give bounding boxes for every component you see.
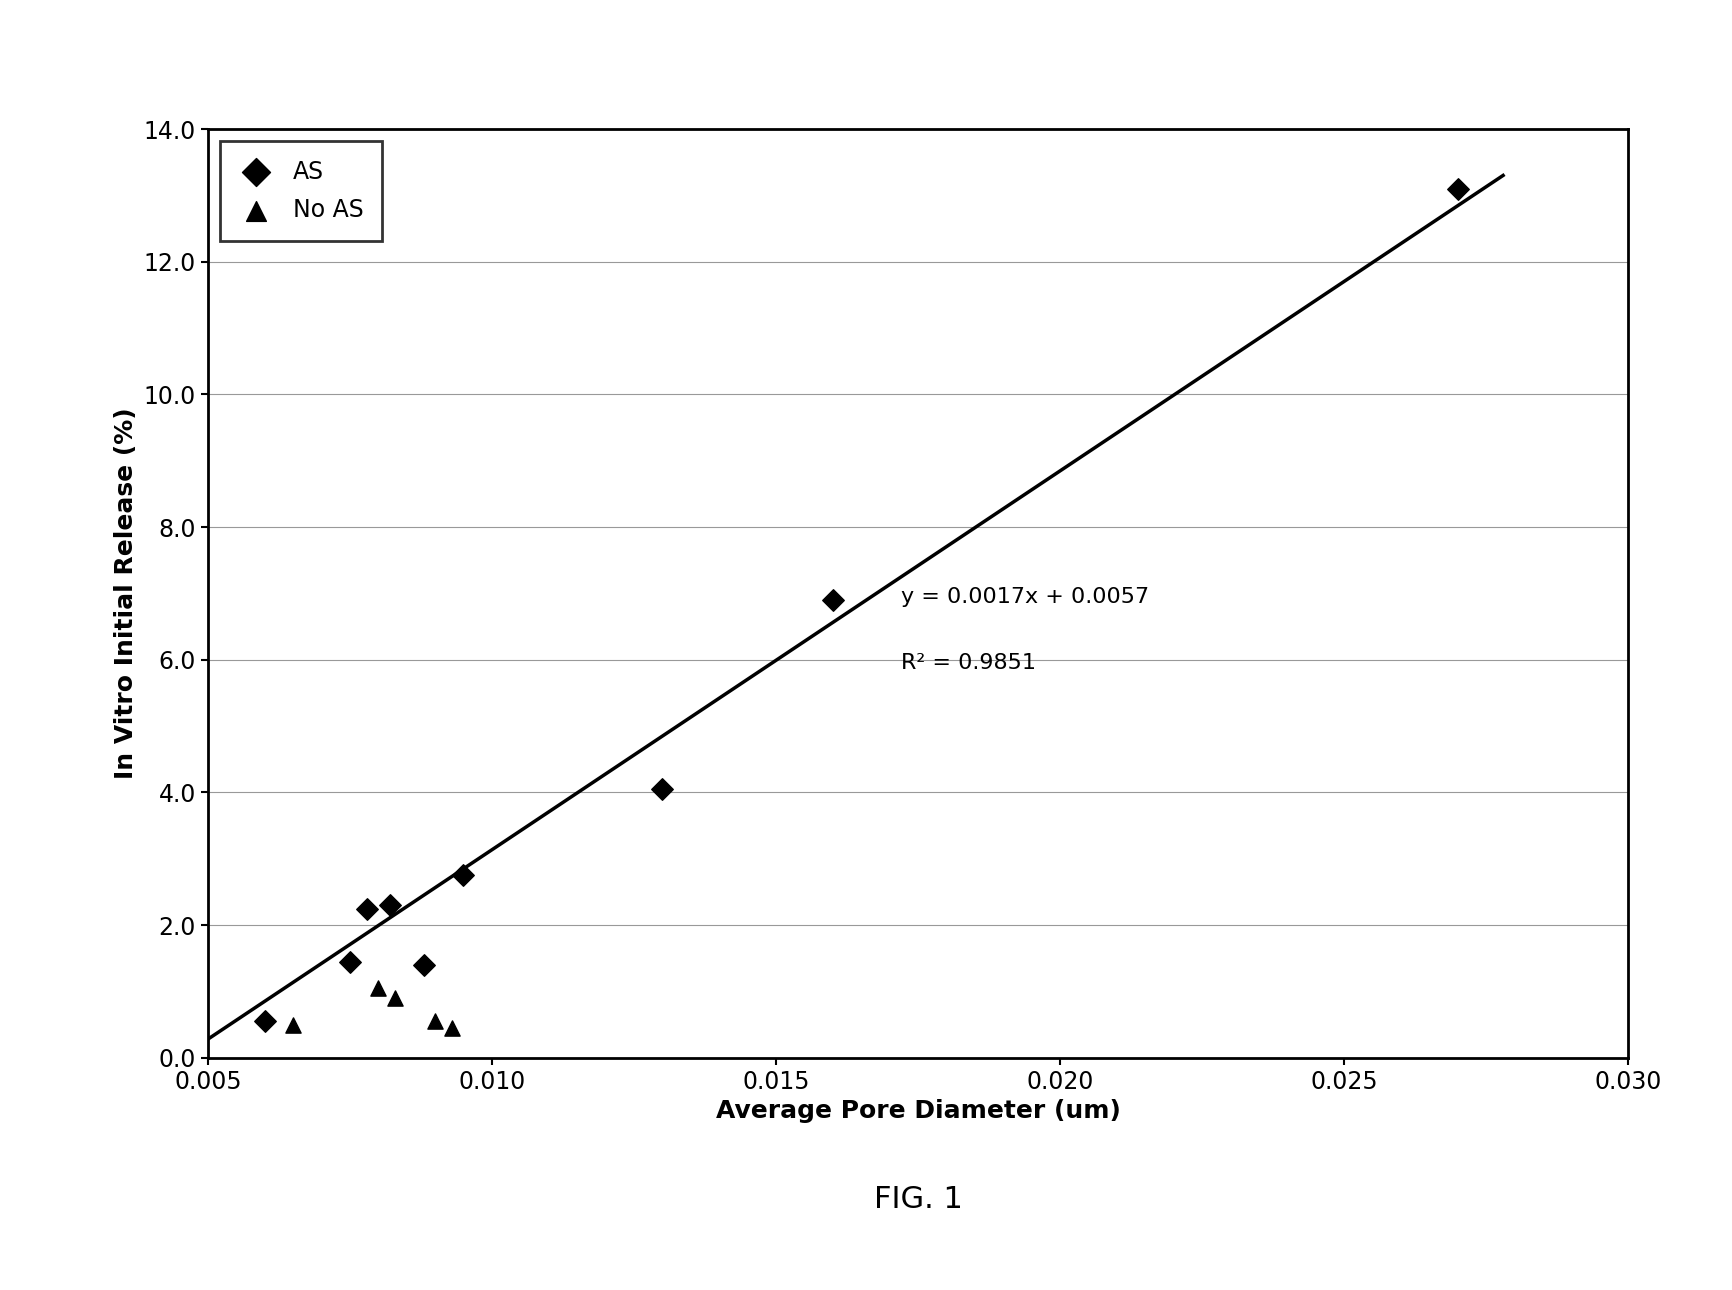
- Text: FIG. 1: FIG. 1: [873, 1186, 963, 1214]
- Text: y = 0.0017x + 0.0057: y = 0.0017x + 0.0057: [901, 587, 1148, 606]
- AS: [410, 955, 438, 975]
- Y-axis label: In Vitro Initial Release (%): In Vitro Initial Release (%): [114, 408, 139, 779]
- AS: [251, 1011, 279, 1032]
- AS: [376, 895, 404, 916]
- No AS: [381, 988, 409, 1009]
- Text: R² = 0.9851: R² = 0.9851: [901, 653, 1036, 673]
- No AS: [421, 1011, 449, 1032]
- AS: [819, 590, 847, 610]
- No AS: [364, 978, 391, 998]
- X-axis label: Average Pore Diameter (um): Average Pore Diameter (um): [715, 1099, 1121, 1124]
- AS: [1444, 178, 1472, 199]
- No AS: [438, 1018, 466, 1038]
- AS: [648, 779, 675, 800]
- Legend: AS, No AS: AS, No AS: [220, 141, 383, 241]
- AS: [450, 866, 478, 886]
- AS: [336, 951, 364, 971]
- AS: [353, 898, 381, 918]
- No AS: [279, 1014, 307, 1035]
